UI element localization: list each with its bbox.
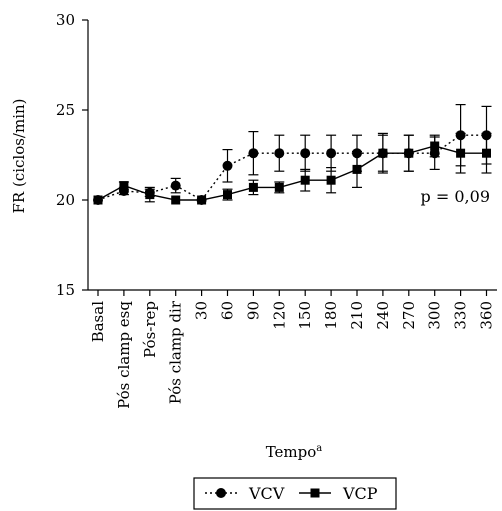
data-point-vcp bbox=[430, 141, 440, 151]
series-vcp bbox=[93, 132, 492, 205]
x-axis-title-superscript: a bbox=[316, 443, 322, 454]
x-tick-label: 90 bbox=[244, 301, 262, 320]
legend-marker-vcp bbox=[310, 488, 320, 498]
series-layer bbox=[93, 103, 492, 205]
legend-box bbox=[193, 477, 397, 510]
data-point-vcv bbox=[170, 180, 181, 191]
x-tick-label: Pós clamp dir bbox=[167, 300, 185, 404]
legend: VCV VCP bbox=[193, 477, 397, 510]
series-line-vcp bbox=[97, 145, 487, 201]
y-tick-label: 20 bbox=[56, 191, 75, 209]
data-point-vcv bbox=[326, 148, 337, 159]
x-tick-label: 360 bbox=[478, 301, 496, 330]
data-point-vcp bbox=[326, 175, 336, 185]
x-tick-label: 180 bbox=[322, 301, 340, 330]
x-tick-label: Pós clamp esq bbox=[115, 301, 133, 409]
legend-label-vcp: VCP bbox=[342, 484, 378, 503]
x-tick-label: 300 bbox=[426, 301, 444, 330]
data-point-vcv bbox=[222, 160, 233, 171]
data-point-vcp bbox=[223, 190, 232, 200]
series-line-vcv bbox=[97, 134, 487, 201]
p-value-annotation: p = 0,09 bbox=[421, 187, 490, 206]
x-tick-label: Pós-rep bbox=[141, 301, 159, 358]
data-point-vcp bbox=[248, 182, 258, 192]
data-point-vcv bbox=[248, 148, 259, 159]
y-tick-label: 15 bbox=[56, 281, 75, 299]
axes: 15 20 25 30 Basal Pós clamp esq Pós-rep Pós cla… bbox=[56, 11, 497, 409]
legend-label-vcv: VCV bbox=[248, 484, 285, 503]
legend-marker-vcv bbox=[216, 488, 226, 498]
data-point-vcv bbox=[300, 148, 311, 159]
x-axis-title: Tempoa bbox=[266, 443, 323, 461]
y-tick-label: 25 bbox=[56, 101, 75, 119]
x-tick-label: 30 bbox=[193, 301, 211, 320]
x-tick-label: 270 bbox=[400, 301, 418, 330]
y-axis-title: FR (ciclos/min) bbox=[10, 98, 28, 213]
x-tick-label: 60 bbox=[219, 301, 237, 320]
x-tick-label: 330 bbox=[452, 301, 470, 330]
x-tick-label: 240 bbox=[374, 301, 392, 330]
data-point-vcp bbox=[352, 164, 362, 174]
x-axis-title-text: Tempo bbox=[266, 443, 317, 461]
x-tick-label: 150 bbox=[296, 301, 314, 330]
data-point-vcp bbox=[171, 195, 181, 205]
data-point-vcp bbox=[378, 148, 388, 158]
data-point-vcv bbox=[274, 148, 285, 159]
data-point-vcp bbox=[197, 195, 207, 205]
data-point-vcp bbox=[119, 181, 129, 191]
x-tick-label: 210 bbox=[348, 301, 366, 330]
data-point-vcp bbox=[300, 175, 310, 185]
x-tick-label: 120 bbox=[270, 301, 288, 330]
x-tick-label: Basal bbox=[89, 301, 107, 343]
data-point-vcp bbox=[93, 195, 103, 205]
y-tick-label: 30 bbox=[56, 11, 75, 29]
data-point-vcp bbox=[482, 148, 491, 158]
data-point-vcp bbox=[456, 148, 466, 158]
data-point-vcp bbox=[145, 190, 155, 200]
data-point-vcp bbox=[274, 182, 284, 192]
data-point-vcp bbox=[404, 148, 414, 158]
